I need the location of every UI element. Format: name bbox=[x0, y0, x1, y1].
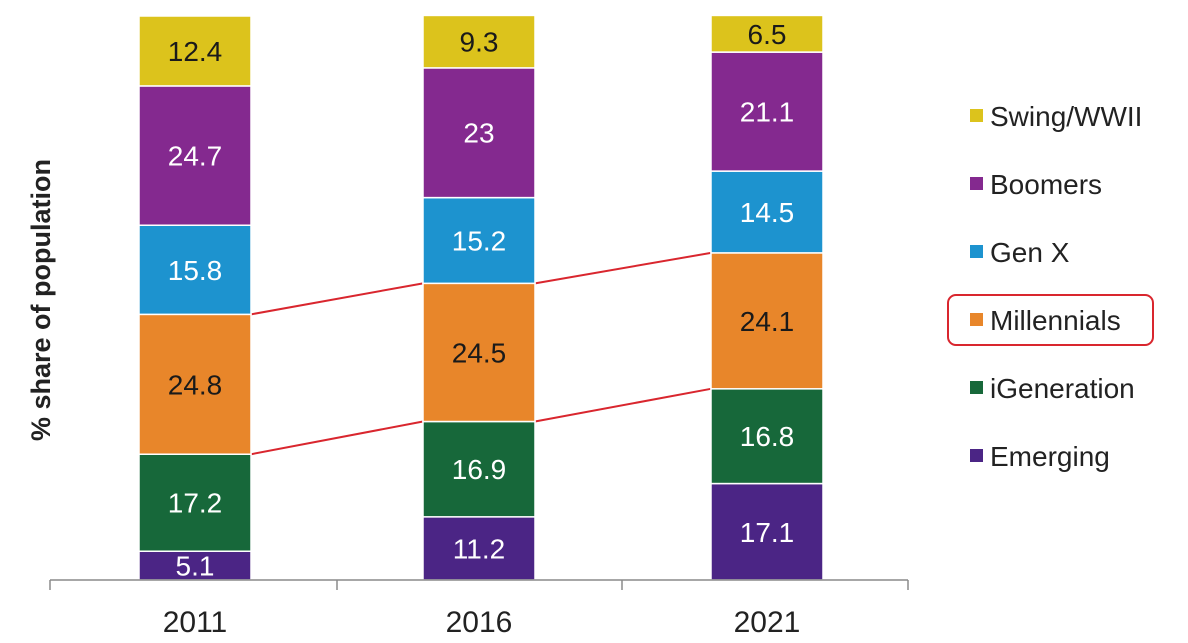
segment-label-gen-x-2011: 15.8 bbox=[168, 255, 223, 286]
segment-labels: 5.1 17.2 24.8 15.8 24.7 12.4 11.2 16.9 24.5 15.2 2… bbox=[168, 19, 795, 582]
legend-label-millennials: Millennials bbox=[990, 305, 1121, 336]
legend-label-igeneration: iGeneration bbox=[990, 373, 1135, 404]
bar-swing-wwii-2011 bbox=[138, 15, 252, 87]
bar-emerging-2011 bbox=[138, 550, 252, 581]
legend-highlight-box bbox=[947, 294, 1154, 346]
segment-label-emerging-2021: 17.1 bbox=[740, 517, 795, 548]
bar-millennials-2016 bbox=[422, 282, 536, 423]
connector-top-1 bbox=[250, 282, 424, 316]
bar-igeneration-2016 bbox=[422, 420, 536, 518]
segment-label-igeneration-2021: 16.8 bbox=[740, 421, 795, 452]
segment-label-gen-x-2016: 15.2 bbox=[452, 225, 507, 256]
bar-swing-wwii-2016 bbox=[422, 14, 536, 69]
bar-boomers-2016 bbox=[422, 67, 536, 199]
segment-label-millennials-2016: 24.5 bbox=[452, 337, 507, 368]
legend-label-boomers: Boomers bbox=[990, 169, 1102, 200]
legend-swatch-igeneration bbox=[970, 381, 983, 394]
legend-swatch-swing-wwii bbox=[970, 109, 983, 122]
bar-swing-wwii-2021 bbox=[710, 14, 824, 53]
bar-igeneration-2011 bbox=[138, 453, 252, 552]
connector-bottom-2 bbox=[534, 387, 712, 423]
legend-label-swing-wwii: Swing/WWII bbox=[990, 101, 1142, 132]
segment-label-millennials-2021: 24.1 bbox=[740, 306, 795, 337]
legend-swatch-boomers bbox=[970, 177, 983, 190]
bar-emerging-2016 bbox=[422, 516, 536, 581]
bar-boomers-2021 bbox=[710, 51, 824, 172]
y-axis-label: % share of population bbox=[26, 159, 56, 441]
segment-label-swing-wwii-2011: 12.4 bbox=[168, 36, 223, 67]
segment-label-boomers-2016: 23 bbox=[463, 118, 494, 149]
bar-millennials-2021 bbox=[710, 252, 824, 390]
segment-label-swing-wwii-2021: 6.5 bbox=[748, 19, 787, 50]
x-tick-label-2011: 2011 bbox=[163, 606, 228, 639]
legend-swatch-millennials bbox=[970, 313, 983, 326]
bar-millennials-2011 bbox=[138, 313, 252, 455]
legend-swatch-gen-x bbox=[970, 245, 983, 258]
segment-label-boomers-2021: 21.1 bbox=[740, 97, 795, 128]
x-tick-label-2016: 2016 bbox=[446, 606, 513, 639]
legend-swatch-emerging bbox=[970, 449, 983, 462]
bars bbox=[138, 14, 824, 581]
connector-bottom-1 bbox=[250, 420, 424, 456]
segment-label-igeneration-2011: 17.2 bbox=[168, 488, 223, 519]
legend-label-emerging: Emerging bbox=[990, 441, 1110, 472]
bar-gen-x-2021 bbox=[710, 170, 824, 254]
connector-top-2 bbox=[534, 251, 712, 285]
legend: Swing/WWII Boomers Gen X Millennials iGenera… bbox=[947, 101, 1154, 472]
legend-label-gen-x: Gen X bbox=[990, 237, 1070, 268]
x-axis: 2011 2016 2021 bbox=[49, 579, 909, 639]
segment-label-emerging-2016: 11.2 bbox=[453, 533, 505, 564]
bar-boomers-2011 bbox=[138, 85, 252, 226]
segment-label-gen-x-2021: 14.5 bbox=[740, 197, 795, 228]
segment-label-emerging-2011: 5.1 bbox=[176, 551, 215, 582]
highlight-connector-lines bbox=[250, 251, 712, 456]
segment-label-boomers-2011: 24.7 bbox=[168, 141, 223, 172]
segment-label-igeneration-2016: 16.9 bbox=[452, 454, 507, 485]
bar-gen-x-2011 bbox=[138, 224, 252, 316]
x-tick-label-2021: 2021 bbox=[734, 606, 801, 639]
segment-label-millennials-2011: 24.8 bbox=[168, 369, 223, 400]
segment-label-swing-wwii-2016: 9.3 bbox=[460, 27, 499, 58]
